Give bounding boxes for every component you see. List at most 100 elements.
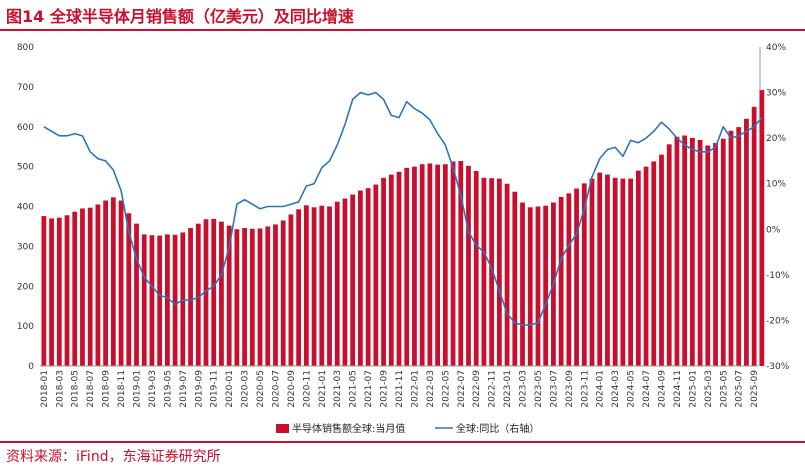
sales-bar bbox=[273, 224, 278, 366]
sales-bar bbox=[195, 223, 201, 366]
sales-bar bbox=[126, 213, 132, 366]
sales-bar bbox=[404, 167, 410, 366]
x-tick-label: 2021-11 bbox=[395, 370, 405, 408]
sales-bar bbox=[744, 118, 749, 366]
page-title: 图14 全球半导体月销售额（亿美元）及同比增速 bbox=[6, 7, 354, 26]
sales-bar bbox=[419, 164, 425, 366]
y-left-tick-label: 400 bbox=[17, 203, 34, 213]
y-right-tick-label: 20% bbox=[766, 134, 786, 144]
sales-bar bbox=[682, 135, 688, 366]
sales-bar bbox=[80, 208, 85, 366]
x-tick-label: 2022-07 bbox=[457, 370, 467, 408]
sales-bar bbox=[435, 164, 440, 366]
sales-bar bbox=[689, 137, 695, 366]
sales-bar bbox=[759, 90, 765, 366]
sales-bar bbox=[705, 145, 711, 366]
sales-bar bbox=[342, 198, 348, 366]
sales-bar bbox=[442, 164, 448, 366]
x-tick-label: 2024-01 bbox=[596, 370, 606, 408]
sales-bar bbox=[64, 215, 70, 366]
y-left-tick-label: 300 bbox=[17, 242, 34, 252]
sales-bar bbox=[697, 139, 703, 366]
x-tick-label: 2021-05 bbox=[349, 370, 359, 408]
sales-bar bbox=[643, 166, 649, 367]
sales-bar bbox=[249, 228, 255, 366]
sales-bar bbox=[149, 235, 155, 366]
x-tick-label: 2025-01 bbox=[688, 370, 698, 408]
x-tick-label: 2018-01 bbox=[40, 370, 50, 408]
y-right-tick-label: 10% bbox=[766, 180, 786, 190]
sales-bar bbox=[311, 207, 317, 366]
sales-bar bbox=[226, 225, 232, 366]
sales-bar bbox=[512, 191, 518, 366]
x-tick-label: 2025-05 bbox=[719, 370, 729, 408]
x-tick-label: 2023-05 bbox=[534, 370, 544, 408]
x-tick-label: 2025-07 bbox=[735, 370, 745, 408]
y-left-tick-label: 600 bbox=[17, 123, 34, 133]
x-tick-label: 2022-01 bbox=[410, 370, 420, 408]
x-tick-label: 2022-05 bbox=[441, 370, 451, 408]
yoy-growth-line bbox=[43, 91, 763, 326]
left-y-axis: 0 100 200 300 400 500 600 700 800 bbox=[17, 43, 34, 372]
x-tick-label: 2018-05 bbox=[71, 370, 81, 408]
y-left-tick-label: 100 bbox=[17, 322, 34, 332]
sales-bar bbox=[288, 214, 294, 366]
sales-bar bbox=[628, 178, 634, 366]
sales-bar bbox=[674, 136, 680, 366]
y-right-tick-label: 40% bbox=[766, 43, 786, 53]
x-tick-label: 2020-01 bbox=[225, 370, 235, 408]
sales-bar bbox=[87, 207, 93, 366]
x-axis: 2018-01 2018-03 2018-05 2018-07 2018-09 2018-… bbox=[40, 365, 760, 408]
sales-bar bbox=[203, 219, 209, 366]
x-tick-label: 2018-07 bbox=[86, 370, 96, 408]
sales-bar bbox=[118, 200, 124, 366]
x-tick-label: 2024-07 bbox=[642, 370, 652, 408]
x-tick-label: 2024-09 bbox=[657, 370, 667, 408]
sales-bar bbox=[350, 194, 356, 366]
x-tick-label: 2022-11 bbox=[488, 370, 498, 408]
x-tick-label: 2018-09 bbox=[102, 370, 112, 408]
y-left-tick-label: 800 bbox=[17, 43, 34, 53]
sales-bar bbox=[219, 221, 224, 366]
bar-series bbox=[41, 90, 765, 367]
sales-bar bbox=[659, 154, 664, 366]
sales-bar bbox=[365, 188, 371, 366]
legend: 半导体销售额全球:当月值 全球:同比（右轴） bbox=[276, 422, 539, 435]
sales-bar bbox=[211, 218, 217, 366]
semiconductor-sales-chart: 0 100 200 300 400 500 600 700 800 -30% -20% -10% 0%… bbox=[17, 43, 790, 435]
sales-bar bbox=[612, 177, 618, 366]
sales-bar bbox=[327, 206, 332, 366]
sales-bar bbox=[489, 178, 495, 366]
sales-bar bbox=[296, 209, 302, 366]
sales-bar bbox=[381, 177, 386, 366]
sales-bar bbox=[257, 228, 263, 366]
x-tick-label: 2019-03 bbox=[148, 370, 158, 408]
y-right-tick-label: -10% bbox=[766, 271, 790, 281]
x-tick-label: 2020-05 bbox=[256, 370, 266, 408]
sales-bar bbox=[481, 177, 487, 366]
y-left-tick-label: 700 bbox=[17, 83, 34, 93]
sales-bar bbox=[566, 193, 572, 366]
sales-bar bbox=[450, 161, 456, 366]
sales-bar bbox=[520, 202, 525, 366]
sales-bar bbox=[49, 218, 54, 366]
x-tick-label: 2020-09 bbox=[287, 370, 297, 408]
x-tick-label: 2021-03 bbox=[333, 370, 343, 408]
x-tick-label: 2020-03 bbox=[241, 370, 251, 408]
sales-bar bbox=[157, 235, 163, 366]
y-right-tick-label: -30% bbox=[766, 362, 790, 372]
sales-bar bbox=[581, 183, 587, 366]
sales-bar bbox=[141, 234, 147, 366]
x-tick-label: 2020-11 bbox=[302, 370, 312, 408]
sales-bar bbox=[319, 205, 325, 366]
x-tick-label: 2024-05 bbox=[627, 370, 637, 408]
x-tick-label: 2019-05 bbox=[163, 370, 173, 408]
sales-bar bbox=[373, 184, 379, 366]
sales-bar bbox=[427, 163, 433, 366]
x-tick-label: 2019-07 bbox=[179, 370, 189, 408]
legend-bar-label: 半导体销售额全球:当月值 bbox=[292, 422, 405, 435]
sales-bar bbox=[728, 130, 734, 366]
x-tick-label: 2019-11 bbox=[210, 370, 220, 408]
sales-bar bbox=[103, 200, 109, 366]
sales-bar bbox=[358, 190, 363, 366]
